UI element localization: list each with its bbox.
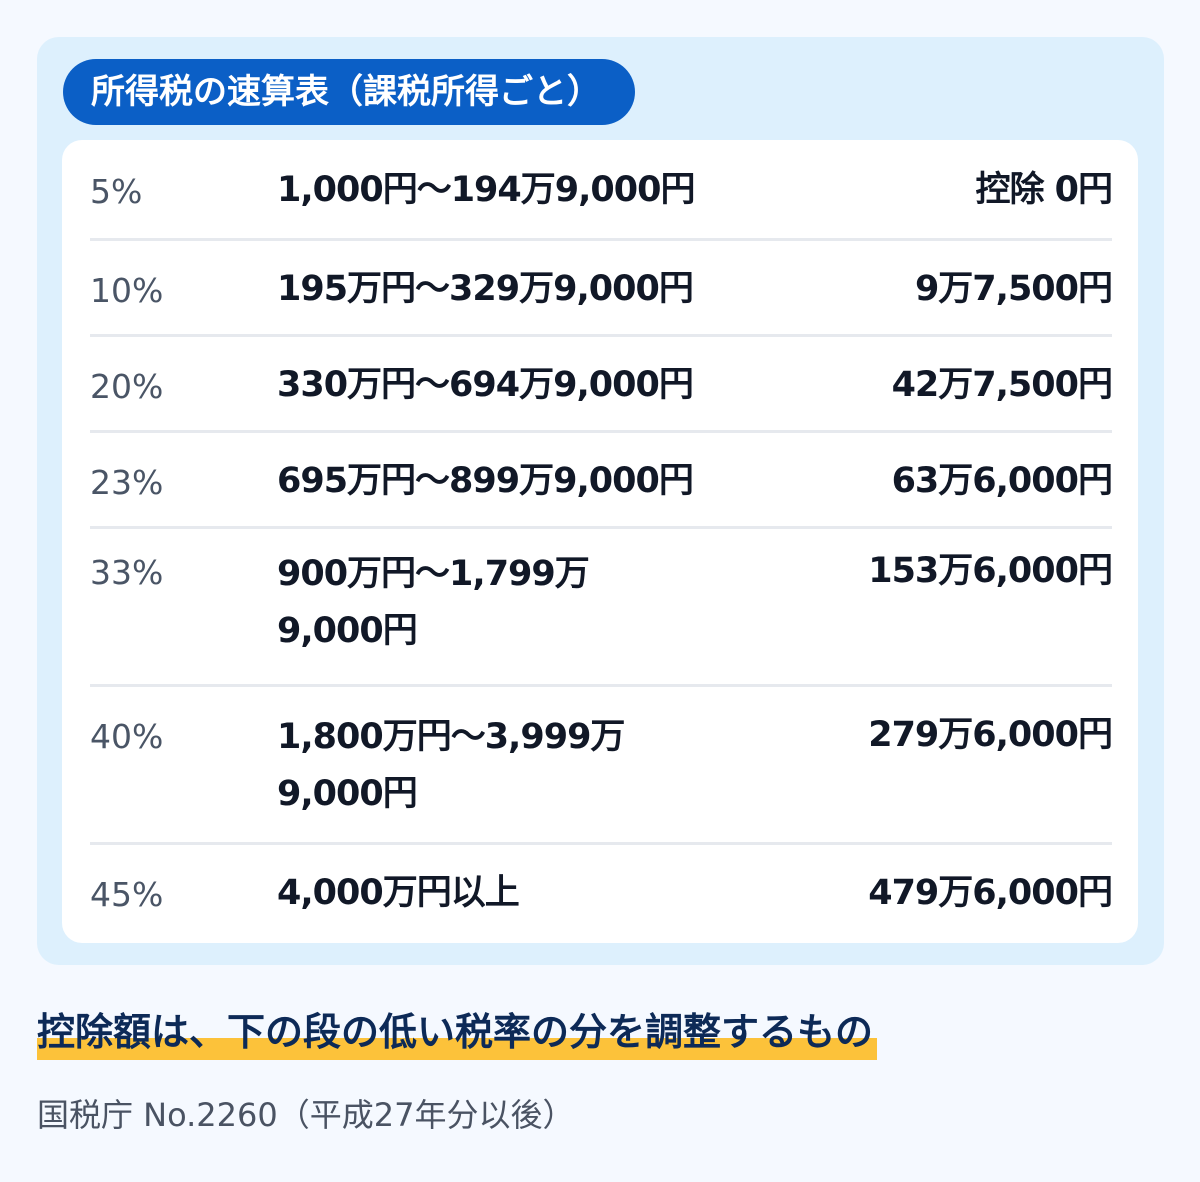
table-row: 20% 330万円〜694万9,000円 42万7,500円 — [90, 337, 1113, 433]
tax-rate: 45% — [90, 875, 164, 914]
source-citation: 国税庁 No.2260（平成27年分以後） — [37, 1096, 575, 1134]
table-row: 5% 1,000円〜194万9,000円 控除 0円 — [90, 140, 1113, 241]
income-range: 195万円〜329万9,000円 — [277, 269, 694, 309]
income-range: 1,800万円〜3,999万9,000円 — [277, 717, 625, 814]
tax-rate: 10% — [90, 271, 164, 310]
deduction-amount: 63万6,000円 — [891, 461, 1113, 501]
income-range: 695万円〜899万9,000円 — [277, 461, 694, 501]
tax-rate: 33% — [90, 553, 164, 592]
income-range: 330万円〜694万9,000円 — [277, 365, 694, 405]
deduction-amount: 279万6,000円 — [868, 715, 1113, 755]
deduction-amount: 控除 0円 — [975, 170, 1113, 210]
table-title: 所得税の速算表（課税所得ごと） — [63, 59, 635, 125]
tax-rate-table: 5% 1,000円〜194万9,000円 控除 0円 10% 195万円〜329… — [62, 140, 1138, 943]
deduction-amount: 479万6,000円 — [868, 873, 1113, 913]
table-row: 40% 1,800万円〜3,999万9,000円 279万6,000円 — [90, 687, 1113, 845]
income-range: 900万円〜1,799万9,000円 — [277, 554, 590, 651]
income-range: 1,000円〜194万9,000円 — [277, 170, 695, 210]
deduction-amount: 9万7,500円 — [914, 269, 1113, 309]
deduction-amount: 42万7,500円 — [891, 365, 1113, 405]
table-row: 45% 4,000万円以上 479万6,000円 — [90, 845, 1113, 943]
table-row: 23% 695万円〜899万9,000円 63万6,000円 — [90, 433, 1113, 529]
income-range: 4,000万円以上 — [277, 873, 520, 913]
tax-rate: 40% — [90, 717, 164, 756]
deduction-amount: 153万6,000円 — [868, 551, 1113, 591]
tax-rate: 20% — [90, 367, 164, 406]
table-row: 33% 900万円〜1,799万9,000円 153万6,000円 — [90, 529, 1113, 687]
tax-rate: 23% — [90, 463, 164, 502]
table-row: 10% 195万円〜329万9,000円 9万7,500円 — [90, 241, 1113, 337]
tax-rate: 5% — [90, 172, 143, 211]
deduction-note: 控除額は、下の段の低い税率の分を調整するもの — [37, 1004, 878, 1060]
